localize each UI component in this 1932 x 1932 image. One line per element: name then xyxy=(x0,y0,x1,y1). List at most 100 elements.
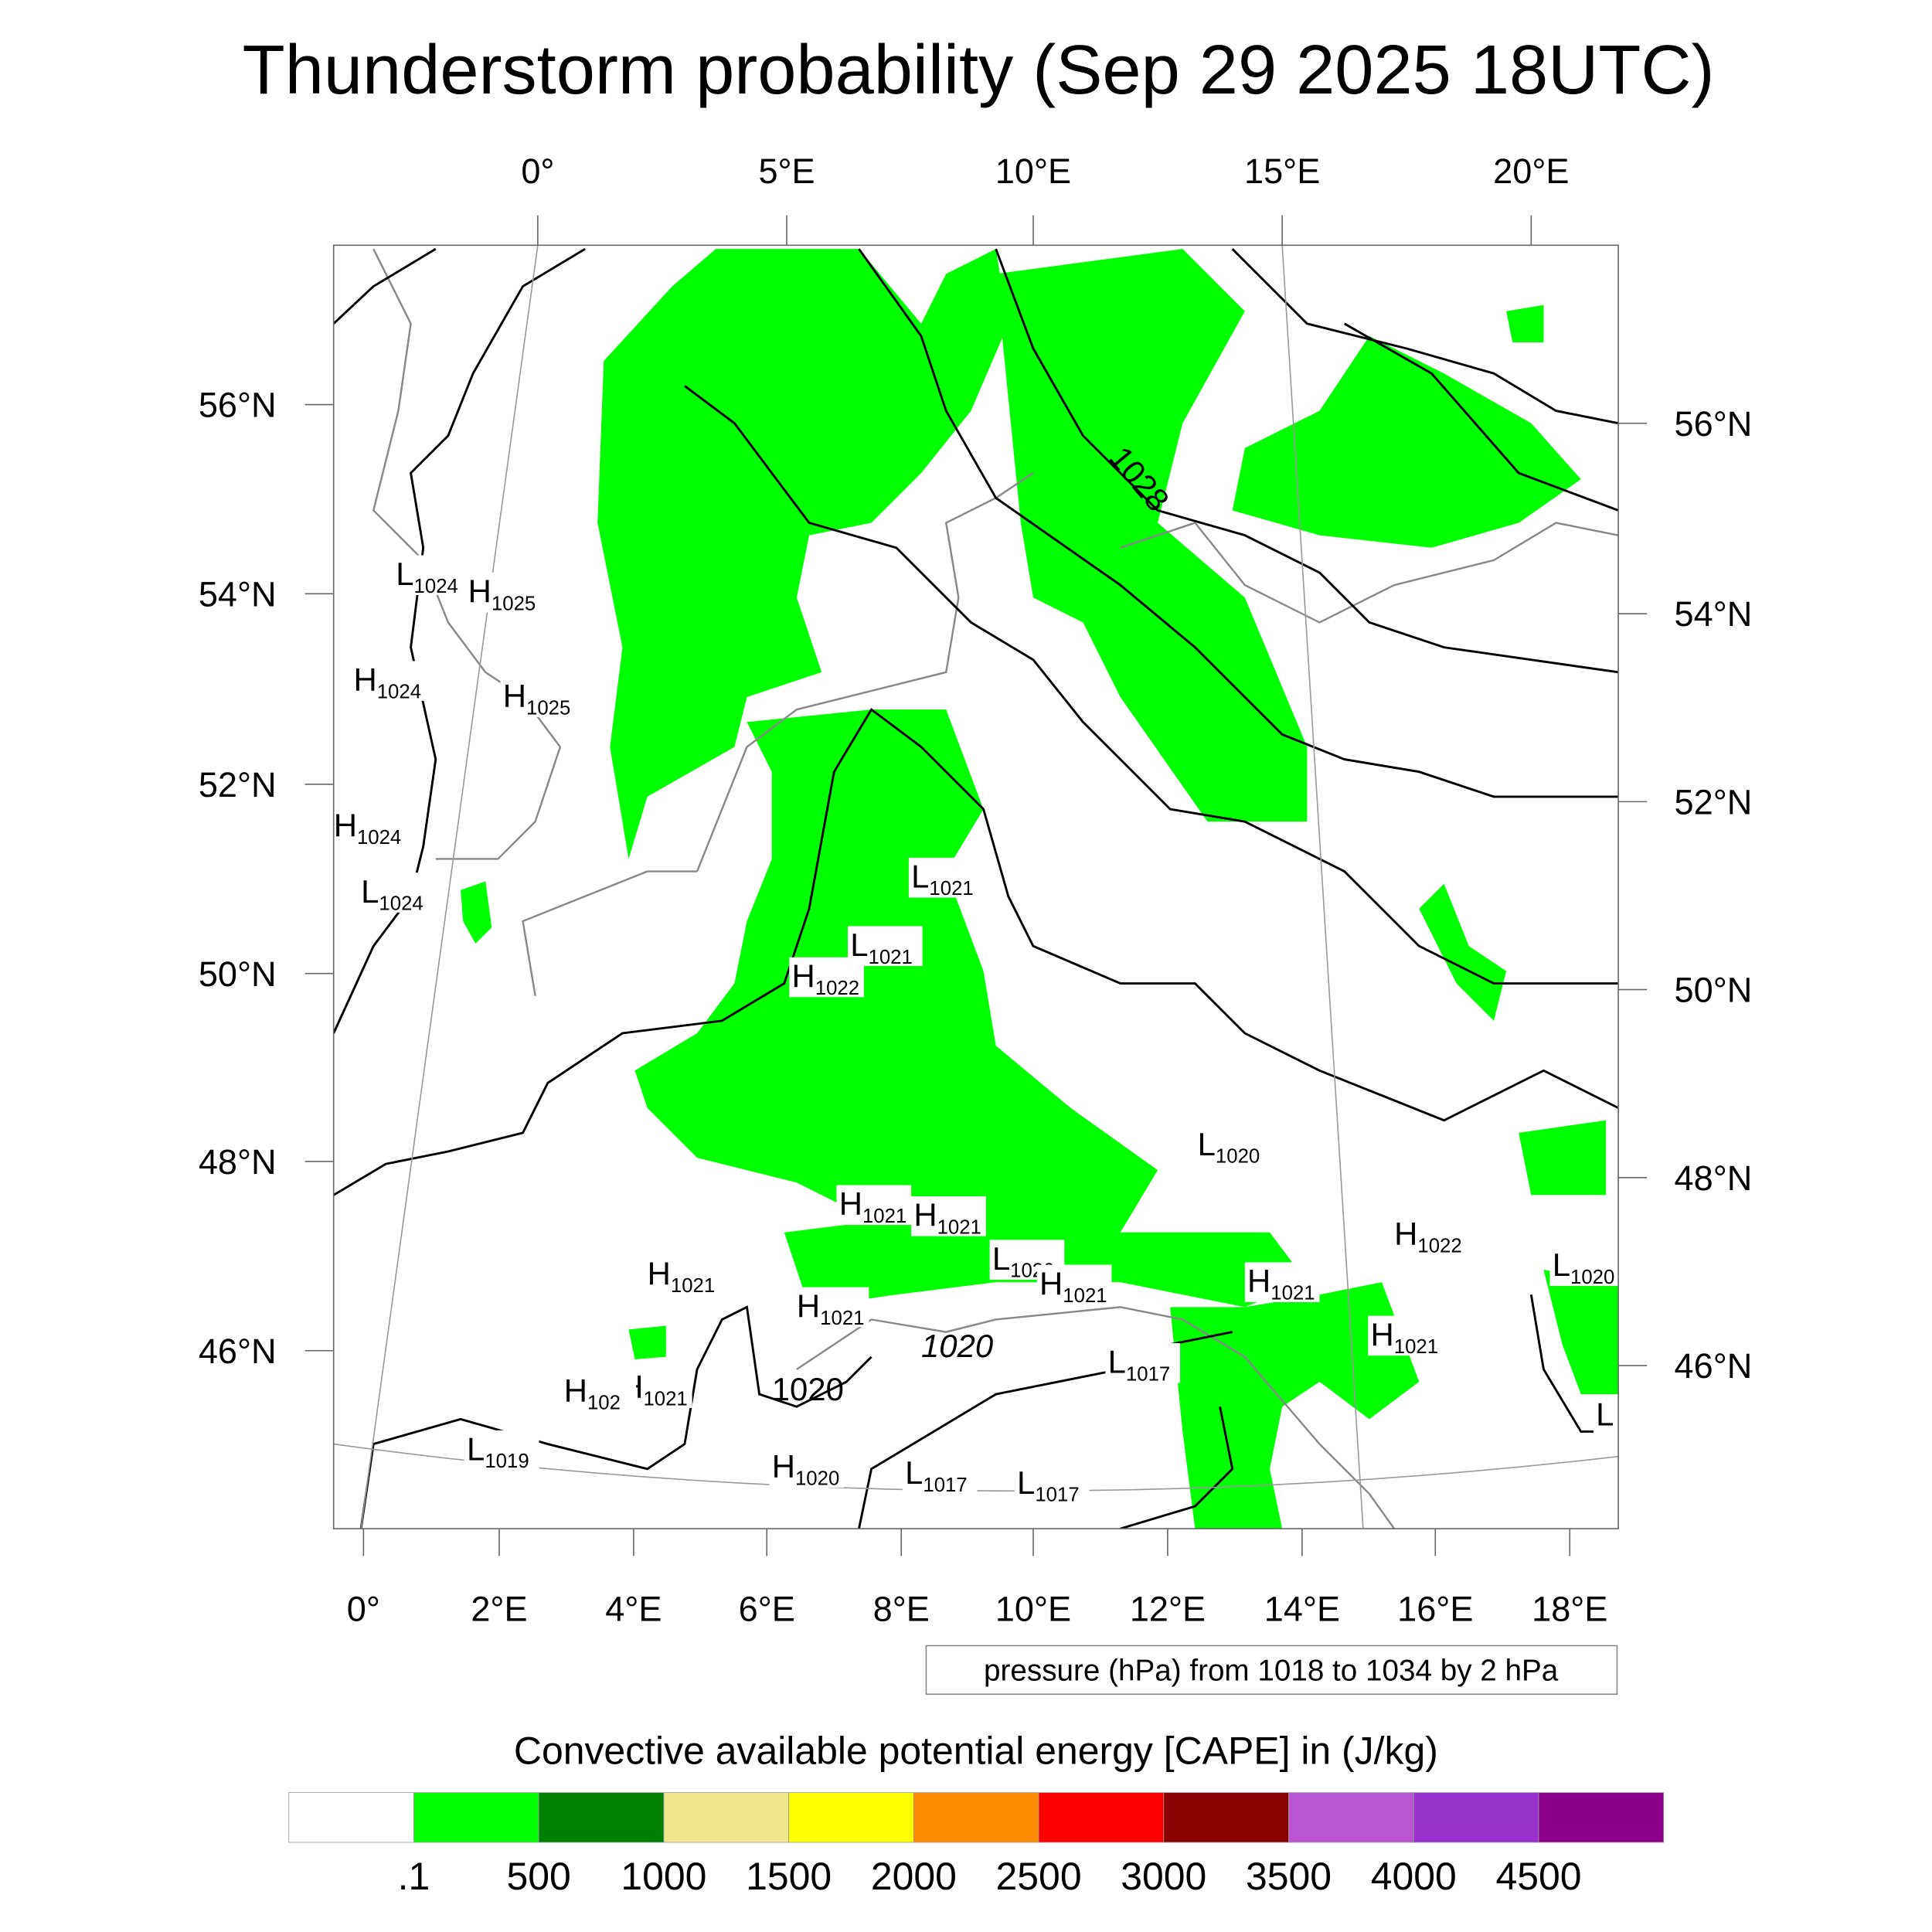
isobars xyxy=(333,247,1619,1529)
pressure-value: 1017 xyxy=(923,1475,967,1496)
high-pressure-label: H1021 xyxy=(1371,1316,1439,1358)
pressure-label-bg xyxy=(561,1372,637,1412)
low-pressure-label: L1021 xyxy=(911,859,974,900)
lat-right-ticks xyxy=(1618,422,1648,1366)
pressure-label-bg xyxy=(1368,1315,1443,1356)
pressure-value: 1021 xyxy=(868,947,912,968)
pressure-value: 1021 xyxy=(937,1216,981,1238)
axis-labels: 0° 5°E 10°E 15°E 20°E 0° 2°E 4°E 6°E 8°E… xyxy=(199,151,1752,1629)
pressure-value: 1025 xyxy=(526,698,570,719)
pressure-value: 1024 xyxy=(377,682,421,703)
cape-area-france-germany xyxy=(634,709,1158,1257)
pressure-label-bg xyxy=(1391,1215,1467,1255)
colorbar-swatch xyxy=(663,1792,790,1843)
pressure-center-type: H xyxy=(772,1448,795,1485)
pressure-center-type: H xyxy=(564,1372,587,1409)
pressure-center-type: L xyxy=(361,873,379,910)
colorbar-swatch xyxy=(538,1792,665,1843)
pressure-value: 1025 xyxy=(492,593,536,614)
lat-left-label: 56°N xyxy=(199,386,277,425)
lon-bottom-label: 6°E xyxy=(739,1589,795,1628)
cape-area-denmark-poland xyxy=(995,249,1308,822)
lon-bottom-label: 2°E xyxy=(471,1589,527,1628)
pressure-value: 1020 xyxy=(1216,1146,1260,1168)
pressure-value: 1021 xyxy=(643,1389,687,1410)
pressure-label-bg xyxy=(351,661,426,701)
low-pressure-label: L1024 xyxy=(396,556,458,597)
colorbar-level-label: .1 xyxy=(398,1855,430,1898)
lon-top-label: 0° xyxy=(521,151,554,191)
lon-bottom-label: 16°E xyxy=(1397,1589,1473,1628)
pressure-label-bg xyxy=(465,572,541,613)
pressure-value: 1021 xyxy=(820,1308,864,1329)
lat-left-label: 46°N xyxy=(199,1332,277,1371)
lon-bottom-label: 0° xyxy=(347,1589,380,1628)
cape-area-small-4 xyxy=(1506,304,1544,342)
pressure-label-bg xyxy=(645,1254,720,1295)
pressure-center-type: L xyxy=(396,556,413,592)
colorbar-swatch xyxy=(1163,1792,1289,1843)
pressure-center-type: H xyxy=(648,1255,671,1291)
cape-area-east-1 xyxy=(1519,1120,1606,1196)
lat-left-label: 50°N xyxy=(199,954,277,994)
pressure-center-type: L xyxy=(850,927,868,963)
pressure-value: 1021 xyxy=(1063,1285,1107,1307)
high-pressure-label: H1024 xyxy=(353,662,421,703)
high-pressure-label: H102 xyxy=(564,1372,621,1414)
pressure-center-type: H xyxy=(503,678,526,714)
pressure-label-bg xyxy=(1014,1464,1090,1504)
pressure-label-bg xyxy=(902,1454,978,1494)
pressure-center-type: H xyxy=(839,1185,862,1222)
pressure-note: pressure (hPa) from 1018 to 1034 by 2 hP… xyxy=(984,1655,1559,1688)
pressure-label-bg xyxy=(794,1287,869,1328)
pressure-center-type: H xyxy=(1394,1216,1417,1252)
pressure-center-type: L xyxy=(467,1430,485,1467)
lat-right-label: 50°N xyxy=(1675,971,1753,1010)
pressure-value: 102 xyxy=(587,1392,621,1413)
cape-area-small-2 xyxy=(628,1325,666,1360)
low-pressure-label: L1017 xyxy=(905,1454,968,1496)
cape-area-small-1 xyxy=(461,881,492,944)
high-pressure-label: H1024 xyxy=(334,807,402,849)
pressure-center-type: L xyxy=(905,1454,923,1491)
pressure-center-type: H xyxy=(468,573,492,610)
colorbar-level-label: 2000 xyxy=(871,1855,957,1898)
lon-top-label: 10°E xyxy=(995,151,1071,191)
pressure-value: 1021 xyxy=(929,878,973,900)
colorbar-level-label: 4500 xyxy=(1495,1855,1581,1898)
pressure-label-bg xyxy=(1195,1125,1270,1165)
lon-top-label: 5°E xyxy=(758,151,815,191)
lon-bottom-label: 10°E xyxy=(995,1589,1071,1628)
lat-left-label: 48°N xyxy=(199,1142,277,1182)
pressure-label-bg xyxy=(500,677,576,717)
pressure-value: 1021 xyxy=(1394,1336,1438,1358)
colorbar-level-label: 1500 xyxy=(746,1855,832,1898)
pressure-center-type: L xyxy=(1596,1396,1614,1432)
pressure-center-type: L xyxy=(1198,1126,1216,1162)
high-pressure-label: H1022 xyxy=(791,957,859,999)
pressure-center-type: H xyxy=(791,957,815,994)
pressure-value: 1021 xyxy=(1270,1283,1315,1304)
colorbar-title: Convective available potential energy [C… xyxy=(514,1730,1438,1773)
lat-right-label: 48°N xyxy=(1675,1158,1753,1198)
pressure-label-bg xyxy=(836,1185,912,1226)
colorbar: Convective available potential energy [C… xyxy=(288,1730,1665,1898)
pressure-center-type: L xyxy=(1108,1344,1126,1380)
lon-bottom-label: 12°E xyxy=(1130,1589,1206,1628)
pressure-value: 1024 xyxy=(379,893,423,915)
high-pressure-label: H1021 xyxy=(1247,1263,1315,1304)
colorbar-level-label: 2500 xyxy=(996,1855,1082,1898)
pressure-label-bg xyxy=(911,1196,986,1236)
pressure-value: 1020 xyxy=(795,1468,839,1490)
high-pressure-label: H1022 xyxy=(1394,1216,1462,1257)
pressure-value: 1022 xyxy=(1417,1235,1461,1257)
pressure-center-type: H xyxy=(353,662,376,698)
pressure-center-type: H xyxy=(913,1197,937,1233)
map-frame xyxy=(332,244,1619,1529)
pressure-label-bg xyxy=(769,1447,845,1488)
pressure-label-bg xyxy=(1105,1343,1181,1383)
pressure-center-type: L xyxy=(1553,1247,1570,1283)
